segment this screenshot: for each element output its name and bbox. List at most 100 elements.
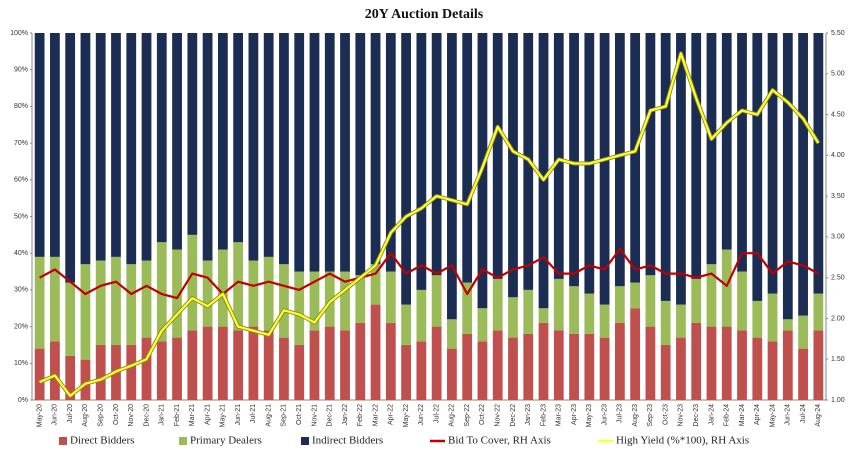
x-tick-label: Oct-21 — [296, 404, 303, 425]
bar-segment — [706, 326, 717, 400]
x-tick-label: Oct-20 — [113, 404, 120, 425]
bar-segment — [462, 33, 473, 283]
legend-label: Bid To Cover, RH Axis — [448, 435, 551, 447]
bar-segment — [447, 33, 457, 320]
bar-segment — [141, 260, 152, 338]
x-tick-label: May-22 — [403, 404, 410, 427]
bar-segment — [263, 330, 274, 400]
x-tick-label: May-21 — [220, 404, 227, 427]
x-tick-label: May-20 — [36, 404, 43, 427]
x-tick-label: Aug-20 — [82, 404, 89, 427]
bar-segment — [752, 33, 763, 301]
bar-segment — [50, 341, 60, 400]
x-tick-label: Nov-21 — [311, 404, 318, 427]
y2-tick-label: 4.00 — [831, 152, 845, 159]
x-tick-label: Aug-21 — [266, 404, 273, 427]
bar-segment — [645, 33, 656, 276]
x-tick-label: Jul-24 — [800, 404, 807, 423]
bar-segment — [782, 319, 793, 331]
bar-segment — [782, 330, 793, 400]
x-tick-label: Oct-23 — [663, 404, 670, 425]
bar-segment — [706, 264, 717, 327]
bar-segment — [676, 337, 686, 400]
x-tick-label: Jun-24 — [785, 404, 792, 426]
bar-segment — [324, 326, 335, 400]
x-tick-label: Oct-22 — [479, 404, 486, 425]
bar-segment — [508, 337, 518, 400]
bar-segment — [737, 271, 747, 331]
y-tick-label: 20% — [14, 323, 28, 330]
bar-segment — [263, 256, 274, 331]
x-tick-label: Feb-21 — [174, 404, 181, 426]
x-tick-label: May-23 — [586, 404, 593, 427]
bar-segment — [584, 293, 595, 334]
bar-segment — [798, 33, 808, 316]
y-tick-label: 10% — [14, 360, 28, 367]
bar-segment — [172, 249, 182, 338]
bar-segment — [126, 33, 137, 265]
x-tick-label: Feb-23 — [540, 404, 547, 426]
bar-segment — [645, 275, 656, 327]
x-tick-label: Aug-23 — [632, 404, 639, 427]
bar-segment — [553, 330, 564, 400]
bar-segment — [767, 293, 778, 342]
bar-segment — [538, 308, 549, 323]
bar-segment — [721, 249, 732, 327]
bar-segment — [767, 341, 778, 400]
y2-tick-label: 5.00 — [831, 71, 845, 78]
bar-segment — [599, 33, 610, 305]
legend-label: Direct Bidders — [70, 435, 134, 447]
x-tick-label: Dec-20 — [143, 404, 150, 427]
line-outline — [38, 51, 821, 398]
bar-segment — [676, 33, 686, 305]
bar-segment — [80, 264, 91, 360]
bar-segment — [248, 33, 259, 261]
bar-segment — [187, 330, 198, 400]
bar-segment — [630, 308, 641, 400]
bar-segment — [141, 337, 152, 400]
bar-segment — [202, 326, 213, 400]
legend-swatch — [179, 437, 187, 445]
bar-segment — [569, 286, 579, 334]
x-tick-label: Jun-23 — [601, 404, 608, 426]
bar-segment — [294, 271, 305, 345]
bar-segment — [553, 33, 564, 279]
bar-segment — [156, 33, 167, 243]
bar-segment — [309, 271, 320, 331]
bar-segment — [721, 33, 732, 250]
bar-segment — [95, 33, 106, 261]
y2-tick-label: 3.50 — [831, 193, 845, 200]
bar-segment — [309, 33, 320, 272]
bar-segment — [294, 344, 305, 400]
bar-segment — [416, 341, 427, 400]
bar-segment — [65, 355, 76, 400]
x-tick-label: Nov-20 — [128, 404, 135, 427]
bar-segment — [202, 33, 213, 261]
legend-label: Indirect Bidders — [312, 435, 383, 447]
bar-segment — [355, 275, 366, 323]
bar-segment — [813, 293, 824, 331]
bar-segment — [630, 282, 641, 309]
y-tick-label: 70% — [14, 140, 28, 147]
bar-segment — [782, 33, 793, 320]
bar-segment — [233, 330, 244, 400]
bar-segment — [691, 278, 702, 323]
bar-segment — [217, 326, 228, 400]
x-tick-label: Nov-22 — [495, 404, 502, 427]
x-tick-label: Apr-22 — [388, 404, 395, 425]
bar-segment — [340, 330, 350, 400]
x-tick-label: Dec-23 — [693, 404, 700, 427]
bar-segment — [416, 33, 427, 290]
x-tick-label: Dec-22 — [510, 404, 517, 427]
bar-segment — [462, 282, 473, 334]
bar-segment — [584, 333, 595, 400]
bar-segment — [538, 33, 549, 309]
bar-segment — [492, 278, 503, 331]
bar-segment — [370, 33, 381, 265]
x-tick-label: Mar-23 — [556, 404, 563, 426]
x-tick-label: Apr-24 — [754, 404, 761, 425]
bar-segment — [156, 242, 167, 342]
x-tick-label: Sep-23 — [647, 404, 654, 427]
x-tick-label: Sep-22 — [464, 404, 471, 427]
